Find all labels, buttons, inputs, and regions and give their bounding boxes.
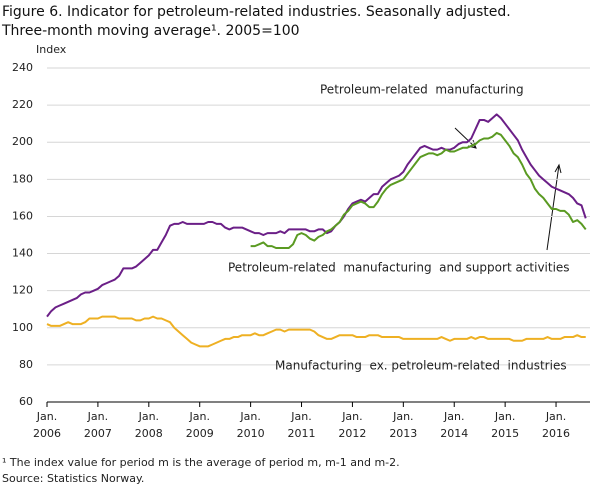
y-tick-label: 200 bbox=[12, 135, 33, 148]
y-tick-label: 60 bbox=[19, 395, 33, 408]
x-tick-label: Jan. bbox=[138, 410, 159, 423]
x-tick-label: 2008 bbox=[135, 427, 163, 440]
x-tick-label: Jan. bbox=[392, 410, 413, 423]
series-label: Petroleum-related manufacturing bbox=[320, 83, 524, 97]
x-tick-label: Jan. bbox=[341, 410, 362, 423]
series-label: Petroleum-related manufacturing and supp… bbox=[228, 261, 570, 275]
x-tick-label: Jan. bbox=[443, 410, 464, 423]
footnote: ¹ The index value for period m is the av… bbox=[2, 456, 400, 469]
y-tick-label: 220 bbox=[12, 98, 33, 111]
x-tick-label: Jan. bbox=[239, 410, 260, 423]
arrow-head bbox=[554, 163, 562, 174]
x-tick-label: Jan. bbox=[494, 410, 515, 423]
x-tick-label: Jan. bbox=[290, 410, 311, 423]
y-tick-label: 180 bbox=[12, 172, 33, 185]
x-tick-label: 2013 bbox=[389, 427, 417, 440]
x-tick-label: Jan. bbox=[188, 410, 209, 423]
arrow bbox=[546, 164, 560, 251]
y-tick-label: 240 bbox=[12, 61, 33, 74]
y-tick-label: 100 bbox=[12, 321, 33, 334]
x-tick-label: 2010 bbox=[237, 427, 265, 440]
series-line bbox=[250, 131, 587, 249]
chart-title: Three-month moving average¹. 2005=100 bbox=[1, 23, 300, 39]
series-label: Manufacturing ex. petroleum-related indu… bbox=[275, 359, 567, 373]
x-tick-label: 2006 bbox=[33, 427, 61, 440]
y-tick-label: 120 bbox=[12, 284, 33, 297]
x-tick-label: Jan. bbox=[545, 410, 566, 423]
x-tick-label: 2011 bbox=[288, 427, 316, 440]
x-tick-label: 2009 bbox=[186, 427, 214, 440]
x-tick-label: 2012 bbox=[338, 427, 366, 440]
series-line bbox=[46, 315, 586, 348]
y-tick-label: 140 bbox=[12, 247, 33, 260]
x-tick-label: Jan. bbox=[87, 410, 108, 423]
y-axis-label: Index bbox=[36, 43, 67, 56]
x-tick-label: 2007 bbox=[84, 427, 112, 440]
x-tick-label: 2014 bbox=[440, 427, 468, 440]
y-tick-label: 160 bbox=[12, 209, 33, 222]
x-tick-label: 2016 bbox=[542, 427, 570, 440]
x-tick-label: 2015 bbox=[491, 427, 519, 440]
source: Source: Statistics Norway. bbox=[2, 472, 144, 485]
x-tick-label: Jan. bbox=[36, 410, 57, 423]
chart-title: Figure 6. Indicator for petroleum-relate… bbox=[2, 4, 511, 20]
y-tick-label: 80 bbox=[19, 358, 33, 371]
series-line bbox=[46, 113, 587, 318]
